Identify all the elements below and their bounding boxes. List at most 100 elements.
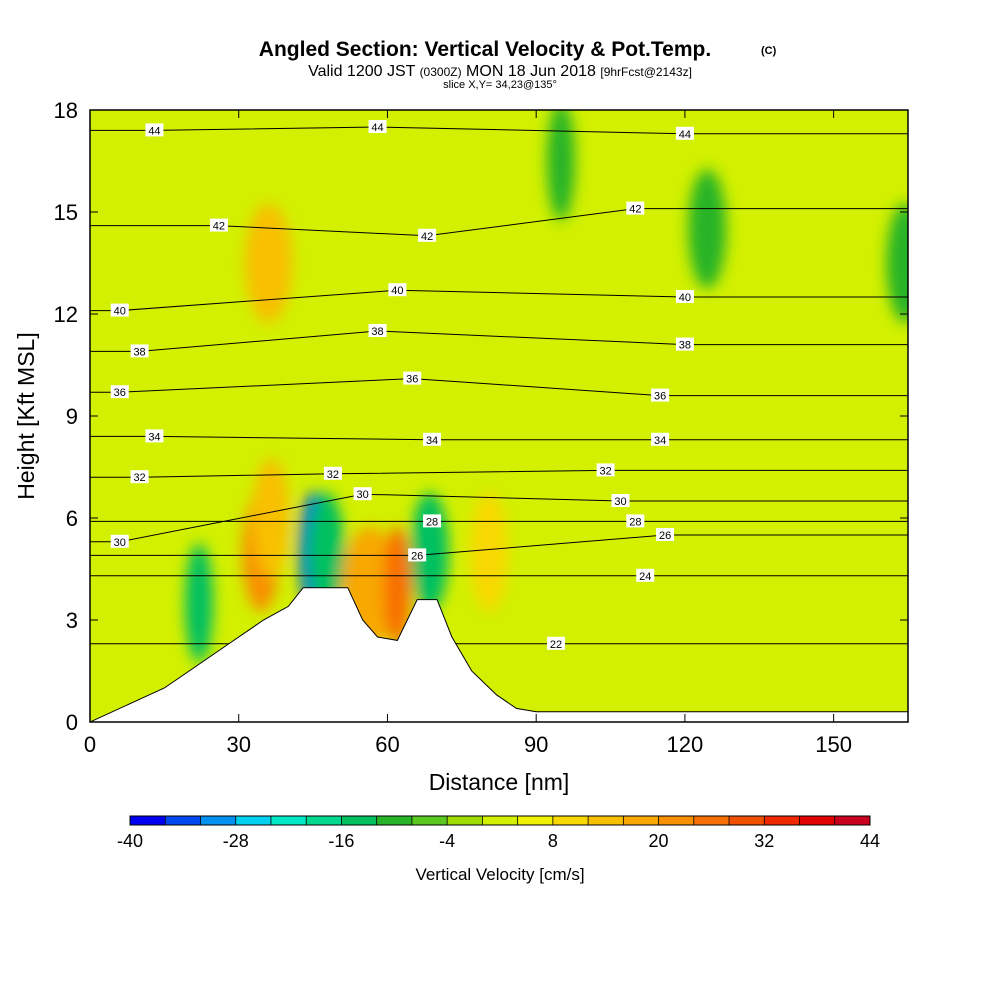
contour-label: 40: [391, 285, 403, 297]
y-tick-label: 0: [66, 710, 78, 735]
colorbar-tick-label: -4: [439, 831, 455, 851]
colorbar-swatch: [658, 816, 695, 825]
isentrope-26: [90, 534, 908, 556]
contour-label-bg: [408, 548, 427, 562]
contour-labels: 44 44 44 42 42 42 40 40 40 38 38 38 36 36 36 34 34 34 32 32…: [110, 120, 694, 651]
colorbar-swatch: [517, 816, 554, 825]
contour-label-bg: [323, 466, 342, 480]
contour-label-bg: [110, 303, 129, 317]
contour-label-bg: [388, 283, 407, 297]
contour-label-bg: [353, 487, 372, 501]
contour-label-bg: [368, 120, 387, 133]
contour-label: 38: [133, 346, 145, 358]
contour-label: 30: [357, 489, 369, 501]
contour-label-bg: [656, 528, 675, 541]
colorbar-swatch: [588, 816, 624, 825]
contour-label-bg: [145, 429, 164, 443]
contour-label-bg: [209, 218, 228, 232]
colorbar: -40 -28 -16 -4 8 20 32 44: [117, 815, 880, 851]
terrain: [90, 587, 908, 722]
y-tick-label: 6: [66, 506, 78, 531]
contour-label-bg: [547, 636, 566, 650]
colorbar-swatch: [552, 816, 589, 825]
colorbar-swatch: [447, 816, 483, 825]
x-tick-label: 30: [226, 732, 250, 757]
contour-label: 34: [148, 431, 160, 443]
y-tick-label: 12: [54, 302, 78, 327]
contour-label-bg: [651, 432, 670, 446]
y-tick-label: 9: [66, 404, 78, 429]
y-tick-label: 15: [54, 200, 78, 225]
contour-label: 28: [629, 516, 641, 528]
contour-label: 44: [148, 125, 160, 137]
colorbar-swatch: [693, 816, 730, 825]
contour-label: 36: [114, 387, 126, 399]
colorbar-swatch: [130, 816, 166, 825]
colorbar-tick-label: 32: [754, 831, 774, 851]
contour-label: 42: [421, 231, 433, 243]
velocity-region-11: [688, 169, 727, 289]
contour-label: 30: [614, 496, 626, 508]
contour-label: 30: [114, 537, 126, 549]
contour-label-bg: [368, 324, 387, 337]
contour-label-bg: [611, 494, 630, 507]
y-axis-label: Height [Kft MSL]: [13, 332, 39, 499]
contour-label: 24: [639, 571, 651, 583]
x-axis-label: Distance [nm]: [429, 769, 570, 795]
x-tick-label: 120: [667, 732, 704, 757]
colorbar-swatch: [729, 816, 765, 825]
velocity-region-12: [886, 203, 908, 323]
contour-label-bg: [130, 470, 149, 484]
contour-label-bg: [145, 123, 164, 137]
colorbar-tick-label: 20: [649, 831, 669, 851]
contour-label: 44: [679, 129, 691, 141]
contour-label: 34: [426, 435, 438, 447]
colorbar-tick-label: -28: [223, 831, 249, 851]
velocity-region-5: [383, 526, 412, 646]
plot-area: 44 44 44 42 42 42 40 40 40 38 38 38 36 36 36 34 34 34 32 32…: [90, 110, 908, 722]
x-tick-label: 60: [375, 732, 399, 757]
colorbar-label: Vertical Velocity [cm/s]: [415, 865, 584, 884]
colorbar-swatch: [411, 816, 448, 825]
contour-label: 44: [371, 122, 383, 134]
contour-label: 40: [679, 292, 691, 304]
contour-label: 36: [406, 374, 418, 386]
contour-label-bg: [675, 337, 694, 351]
colorbar-swatch: [764, 816, 801, 825]
valid-date: MON 18 Jun 2018: [466, 63, 596, 80]
x-tick-label: 150: [815, 732, 852, 757]
colorbar-tick-label: 44: [860, 831, 880, 851]
colorbar-swatch: [270, 816, 307, 825]
valid-time: Valid 1200 JST: [308, 63, 416, 80]
y-tick-label: 3: [66, 608, 78, 633]
slice-info: slice X,Y= 34,23@135°: [443, 79, 557, 91]
velocity-region-7: [244, 203, 293, 323]
velocity-region-8: [185, 543, 214, 663]
contour-label: 38: [679, 340, 691, 352]
contour-label-bg: [651, 388, 670, 402]
colorbar-tick-label: 8: [548, 831, 558, 851]
contour-label: 22: [550, 639, 562, 651]
contour-label-bg: [636, 568, 655, 582]
contour-label-bg: [423, 432, 442, 446]
valid-zulu: (0300Z): [420, 65, 462, 79]
colorbar-swatch: [306, 816, 342, 825]
contour-label: 38: [371, 326, 383, 338]
colorbar-swatch: [235, 816, 272, 825]
colorbar-swatch: [376, 816, 413, 825]
colorbar-tick-label: -16: [328, 831, 354, 851]
forecast-tag: [9hrFcst@2143z]: [600, 65, 692, 79]
contour-label-bg: [110, 534, 129, 548]
velocity-region-9: [470, 492, 509, 612]
contour-label-bg: [596, 463, 615, 477]
contour-label: 26: [411, 550, 423, 562]
chart-title: Angled Section: Vertical Velocity & Pot.…: [259, 38, 711, 61]
contour-label-bg: [110, 385, 129, 399]
colorbar-swatch: [799, 816, 836, 825]
contour-label-bg: [423, 514, 442, 528]
colorbar-swatch: [165, 816, 201, 825]
plot-background: [90, 110, 908, 722]
chart-title-unit: (C): [761, 45, 777, 57]
contour-label-bg: [418, 228, 437, 242]
